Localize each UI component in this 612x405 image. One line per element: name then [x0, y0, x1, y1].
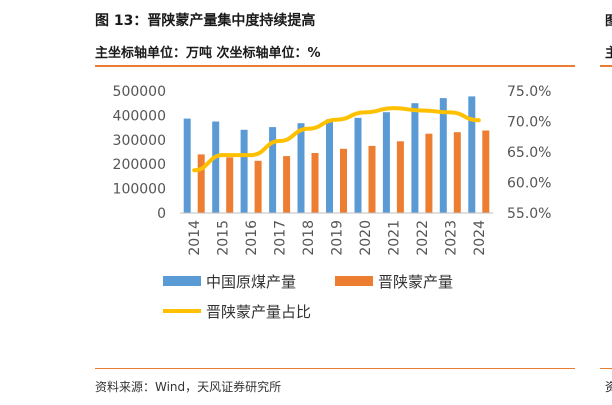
x-tick-label: 2023	[443, 220, 459, 256]
x-tick-label: 2017	[273, 220, 289, 256]
china-output-bar	[326, 119, 333, 213]
china-output-bar	[354, 117, 362, 213]
share-point	[335, 118, 338, 122]
share-point	[391, 106, 395, 110]
jsm-output-bar	[340, 148, 347, 213]
jsm-output-bar	[368, 145, 376, 213]
x-axis: 2014 2015 2016 2017 2018 2019 2020 2021 2022 2023…	[187, 220, 488, 256]
x-tick-label: 2019	[330, 220, 346, 256]
legend-label: 晋陕蒙产量占比	[206, 303, 311, 321]
x-tick-label: 2016	[244, 220, 260, 256]
figure-title: 图 13：晋陕蒙产量集中度持续提高	[95, 13, 316, 29]
y-tick-label: 200000	[113, 157, 166, 173]
jsm-output-bar	[425, 133, 433, 213]
jsm-output-bar	[311, 153, 319, 213]
jsm-output-bar	[197, 154, 205, 213]
share-point	[249, 153, 253, 157]
x-tick-label: 2022	[415, 220, 431, 256]
share-point	[192, 168, 196, 172]
y-tick-label: 300000	[113, 133, 166, 149]
jsm-output-bar	[396, 141, 404, 213]
y-tick-label: 0	[157, 206, 166, 222]
china-output-bar	[240, 129, 248, 213]
share-point	[278, 139, 282, 143]
y-tick-label: 500000	[113, 84, 166, 100]
next-figure-bottom-rule	[600, 368, 612, 369]
y2-tick-label: 60.0%	[507, 176, 551, 192]
china-output-bar	[269, 127, 277, 213]
china-output-bar	[212, 121, 220, 213]
legend-swatch	[335, 276, 373, 286]
share-point	[306, 127, 310, 131]
china-output-bar	[439, 98, 447, 213]
next-figure-source-clip: 资	[605, 380, 612, 394]
x-tick-label: 2014	[187, 220, 203, 256]
share-point	[221, 153, 225, 157]
next-figure-subtitle-clip: 主	[605, 46, 612, 61]
next-figure-top-rule	[600, 65, 612, 67]
next-figure-title-clip: 图	[605, 14, 612, 29]
bar-series	[183, 96, 490, 213]
y2-tick-label: 65.0%	[507, 145, 551, 161]
source-note: 资料来源：Wind，天风证券研究所	[95, 380, 282, 394]
share-line	[192, 106, 481, 173]
x-tick-label: 2024	[472, 220, 488, 256]
y2-tick-label: 70.0%	[507, 115, 551, 131]
y2-tick-label: 75.0%	[507, 84, 551, 100]
jsm-output-bar	[283, 156, 291, 213]
figure-subtitle: 主坐标轴单位：万吨 次坐标轴单位：%	[95, 46, 321, 61]
legend-label: 中国原煤产量	[206, 273, 296, 291]
top-rule	[95, 65, 575, 67]
bottom-rule	[95, 368, 575, 369]
y-axis-left: 500000 400000 300000 200000 100000 0	[113, 84, 166, 222]
share-point	[420, 109, 424, 112]
share-point	[448, 110, 452, 114]
jsm-output-bar	[453, 132, 461, 213]
y-tick-label: 400000	[113, 108, 166, 124]
china-output-bar	[468, 96, 476, 213]
china-output-bar	[382, 112, 390, 213]
jsm-output-bar	[226, 157, 234, 213]
x-tick-label: 2021	[386, 220, 402, 256]
y-tick-label: 100000	[113, 182, 166, 198]
jsm-output-bar	[482, 130, 490, 213]
legend-label: 晋陕蒙产量	[378, 273, 453, 291]
china-output-bar	[411, 103, 419, 213]
y-axis-right: 75.0% 70.0% 65.0% 60.0% 55.0%	[507, 84, 551, 222]
x-tick-label: 2018	[301, 220, 317, 256]
china-output-bar	[297, 123, 305, 213]
china-output-bar	[183, 118, 191, 213]
share-line-series	[192, 106, 481, 173]
share-point	[477, 118, 481, 122]
legend-swatch	[163, 276, 201, 286]
share-point	[363, 110, 367, 114]
jsm-output-bar	[254, 160, 262, 213]
x-tick-label: 2015	[216, 220, 232, 256]
y2-tick-label: 55.0%	[507, 206, 551, 222]
x-tick-label: 2020	[358, 220, 374, 256]
